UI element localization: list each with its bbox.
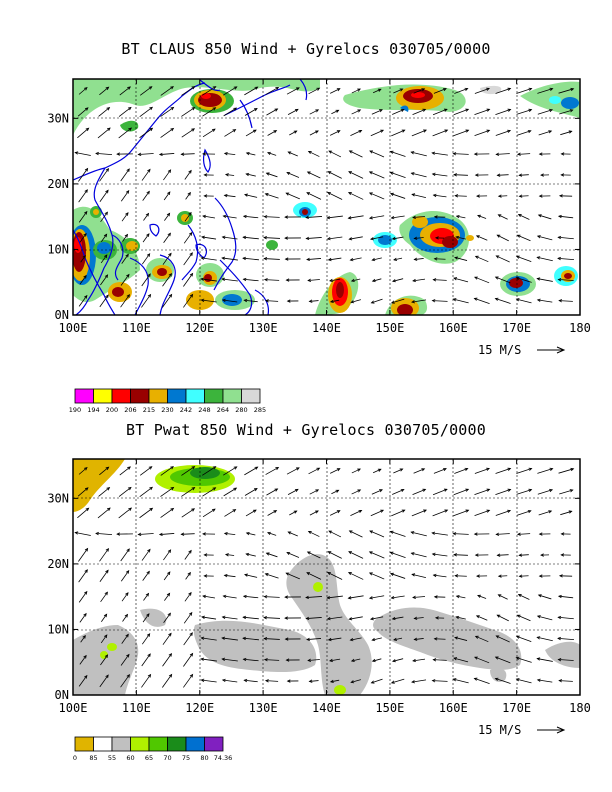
- colorbar-swatch: [148, 388, 168, 404]
- x-tick-label: 170E: [502, 701, 531, 715]
- panel1-axes: 100E 110E 120E 130E 140E 150E 160E 170E 180 0N 10N…: [47, 79, 591, 335]
- x-tick-label: 130E: [249, 321, 278, 335]
- colorbar-label: 248: [198, 406, 210, 414]
- panel1-wind-vectors: [74, 86, 575, 308]
- panel2-axes: 100E 110E 120E 130E 140E 150E 160E 170E 180 0N 10N…: [47, 459, 591, 715]
- y-tick-label: 0N: [55, 688, 69, 702]
- colorbar-label: 264: [217, 406, 229, 414]
- colorbar-swatch: [93, 736, 113, 752]
- colorbar-label: 80: [200, 754, 208, 762]
- y-tick-label: 30N: [47, 491, 69, 505]
- y-tick-label: 0N: [55, 308, 69, 322]
- colorbar-swatch: [204, 388, 224, 404]
- colorbar-swatch: [74, 736, 94, 752]
- colorbar-label: 190: [69, 406, 81, 414]
- colorbar-label: 206: [124, 406, 136, 414]
- x-tick-label: 120E: [185, 321, 214, 335]
- colorbar-swatch: [148, 736, 168, 752]
- panel1-title: BT CLAUS 850 Wind + Gyrelocs 030705/0000: [121, 40, 491, 58]
- x-tick-label: 180: [569, 321, 591, 335]
- x-tick-label: 110E: [122, 701, 151, 715]
- x-tick-label: 130E: [249, 701, 278, 715]
- colorbar-label: 85: [89, 754, 97, 762]
- colorbar-swatch: [185, 736, 205, 752]
- colorbar-label: 0: [73, 754, 77, 762]
- colorbar-swatch: [130, 388, 150, 404]
- colorbar-label: 65: [145, 754, 153, 762]
- x-tick-label: 180: [569, 701, 591, 715]
- colorbar-label: 215: [143, 406, 155, 414]
- y-tick-label: 10N: [47, 242, 69, 256]
- x-tick-label: 140E: [312, 321, 341, 335]
- colorbar-label: 74.36: [214, 754, 233, 762]
- colorbar-label: 60: [126, 754, 134, 762]
- y-tick-label: 30N: [47, 111, 69, 125]
- colorbar-swatch: [222, 388, 242, 404]
- colorbar-swatch: [111, 388, 131, 404]
- colorbar-label: 194: [87, 406, 99, 414]
- colorbar-swatch: [167, 388, 187, 404]
- panel1-cloud-field: [73, 79, 580, 315]
- panel2-colorbar: 0 85 55 60 65 70 75 80 74.36: [73, 736, 233, 762]
- panel1-gridlines: [73, 79, 580, 315]
- x-tick-label: 120E: [185, 701, 214, 715]
- x-tick-label: 160E: [439, 701, 468, 715]
- panel2-wind-vectors: [74, 466, 575, 688]
- x-tick-label: 160E: [439, 321, 468, 335]
- colorbar-swatch: [167, 736, 187, 752]
- x-tick-label: 100E: [59, 701, 88, 715]
- x-tick-label: 170E: [502, 321, 531, 335]
- colorbar-label: 200: [106, 406, 118, 414]
- colorbar-label: 230: [161, 406, 173, 414]
- x-tick-label: 110E: [122, 321, 151, 335]
- y-tick-label: 20N: [47, 177, 69, 191]
- colorbar-swatch: [241, 388, 261, 404]
- panel1-colorbar: 190 194 200 206 215 230 242 248 264 280 285: [69, 388, 266, 414]
- colorbar-swatch: [74, 388, 94, 404]
- x-tick-label: 150E: [375, 701, 404, 715]
- colorbar-label: 242: [180, 406, 192, 414]
- colorbar-label: 70: [163, 754, 171, 762]
- colorbar-label: 280: [235, 406, 247, 414]
- colorbar-swatch: [130, 736, 150, 752]
- x-tick-label: 100E: [59, 321, 88, 335]
- panel2-pwat-field: [73, 459, 580, 695]
- panel2-map: 100E 110E 120E 130E 140E 150E 160E 170E 180 0N 10N…: [47, 458, 591, 762]
- panel2-wind-reference-label: 15 M/S: [478, 723, 521, 737]
- colorbar-swatch: [93, 388, 113, 404]
- x-tick-label: 150E: [375, 321, 404, 335]
- colorbar-label: 55: [108, 754, 116, 762]
- panel2-gridlines: [73, 459, 580, 695]
- panel1-wind-reference-label: 15 M/S: [478, 343, 521, 357]
- colorbar-label: 75: [182, 754, 190, 762]
- colorbar-swatch: [204, 736, 224, 752]
- panel1-map: 100E 110E 120E 130E 140E 150E 160E 170E 180 0N 10N…: [47, 78, 591, 414]
- y-tick-label: 20N: [47, 557, 69, 571]
- colorbar-label: 285: [254, 406, 266, 414]
- panel2-title: BT Pwat 850 Wind + Gyrelocs 030705/0000: [126, 421, 486, 439]
- y-tick-label: 10N: [47, 622, 69, 636]
- colorbar-swatch: [111, 736, 131, 752]
- colorbar-swatch: [185, 388, 205, 404]
- x-tick-label: 140E: [312, 701, 341, 715]
